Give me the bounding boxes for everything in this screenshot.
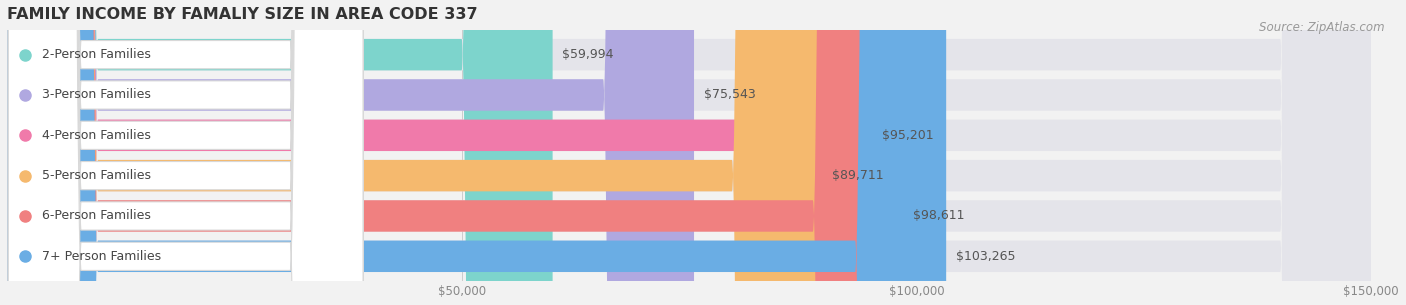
FancyBboxPatch shape bbox=[7, 0, 1371, 305]
Text: FAMILY INCOME BY FAMALIY SIZE IN AREA CODE 337: FAMILY INCOME BY FAMALIY SIZE IN AREA CO… bbox=[7, 7, 478, 22]
FancyBboxPatch shape bbox=[8, 0, 363, 305]
FancyBboxPatch shape bbox=[7, 0, 1371, 305]
FancyBboxPatch shape bbox=[7, 0, 553, 305]
Text: 7+ Person Families: 7+ Person Families bbox=[42, 250, 162, 263]
FancyBboxPatch shape bbox=[7, 0, 1371, 305]
FancyBboxPatch shape bbox=[7, 0, 904, 305]
FancyBboxPatch shape bbox=[7, 0, 873, 305]
FancyBboxPatch shape bbox=[7, 0, 946, 305]
Text: $75,543: $75,543 bbox=[703, 88, 755, 102]
Text: 6-Person Families: 6-Person Families bbox=[42, 210, 152, 222]
FancyBboxPatch shape bbox=[7, 0, 1371, 305]
Text: $59,994: $59,994 bbox=[562, 48, 613, 61]
Text: 4-Person Families: 4-Person Families bbox=[42, 129, 152, 142]
Text: $98,611: $98,611 bbox=[914, 210, 965, 222]
Text: 3-Person Families: 3-Person Families bbox=[42, 88, 152, 102]
FancyBboxPatch shape bbox=[8, 0, 363, 305]
FancyBboxPatch shape bbox=[8, 0, 363, 305]
FancyBboxPatch shape bbox=[7, 0, 695, 305]
Text: $89,711: $89,711 bbox=[832, 169, 884, 182]
FancyBboxPatch shape bbox=[8, 0, 363, 305]
Text: $95,201: $95,201 bbox=[883, 129, 934, 142]
Text: $103,265: $103,265 bbox=[956, 250, 1015, 263]
Text: 2-Person Families: 2-Person Families bbox=[42, 48, 152, 61]
FancyBboxPatch shape bbox=[7, 0, 1371, 305]
Text: 5-Person Families: 5-Person Families bbox=[42, 169, 152, 182]
FancyBboxPatch shape bbox=[8, 0, 363, 305]
Text: Source: ZipAtlas.com: Source: ZipAtlas.com bbox=[1260, 21, 1385, 34]
FancyBboxPatch shape bbox=[8, 0, 363, 305]
FancyBboxPatch shape bbox=[7, 0, 823, 305]
FancyBboxPatch shape bbox=[7, 0, 1371, 305]
